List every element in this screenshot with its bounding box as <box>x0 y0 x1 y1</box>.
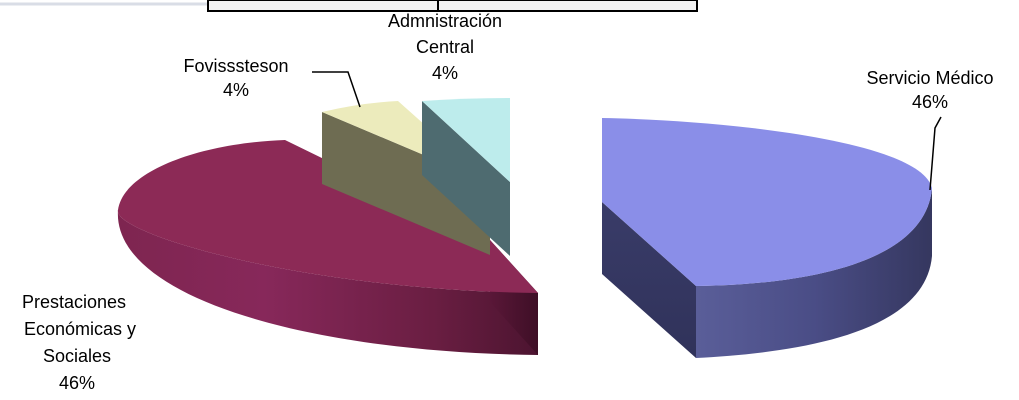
slice-top <box>422 98 510 182</box>
slice-top <box>117 140 538 293</box>
label-prestaciones-line2: Económicas y <box>24 319 136 339</box>
label-servicio: Servicio Médico 46% <box>866 68 993 112</box>
slice-wall-dark <box>422 101 510 256</box>
label-fovissste-pct: 4% <box>223 80 249 100</box>
pie-slice-admin <box>422 98 510 256</box>
label-fovissste-name: Fovisssteson <box>183 56 288 76</box>
slice-top <box>602 118 932 286</box>
slice-wall-dark <box>322 112 490 255</box>
leader-line-fovissste <box>312 71 361 108</box>
pie-slice-servicio <box>602 118 932 358</box>
slice-side <box>117 210 538 355</box>
label-fovissste: Fovisssteson 4% <box>183 56 288 100</box>
label-admin: Admnistración Central 4% <box>388 11 502 83</box>
label-servicio-pct: 46% <box>912 92 948 112</box>
label-admin-line1: Admnistración <box>388 11 502 31</box>
label-prestaciones: Prestaciones Económicas y Sociales 46% <box>22 292 136 393</box>
label-admin-pct: 4% <box>432 63 458 83</box>
clipped-table-edge <box>207 0 698 12</box>
label-servicio-name: Servicio Médico <box>866 68 993 88</box>
label-prestaciones-line3: Sociales <box>43 346 111 366</box>
label-admin-line2: Central <box>416 37 474 57</box>
slice-wall <box>602 118 696 358</box>
pie-slice-prestaciones <box>117 140 538 355</box>
leader-line-servicio <box>929 116 942 191</box>
label-prestaciones-line1: Prestaciones <box>22 292 126 312</box>
slice-side <box>696 188 932 358</box>
label-prestaciones-pct: 46% <box>59 373 95 393</box>
